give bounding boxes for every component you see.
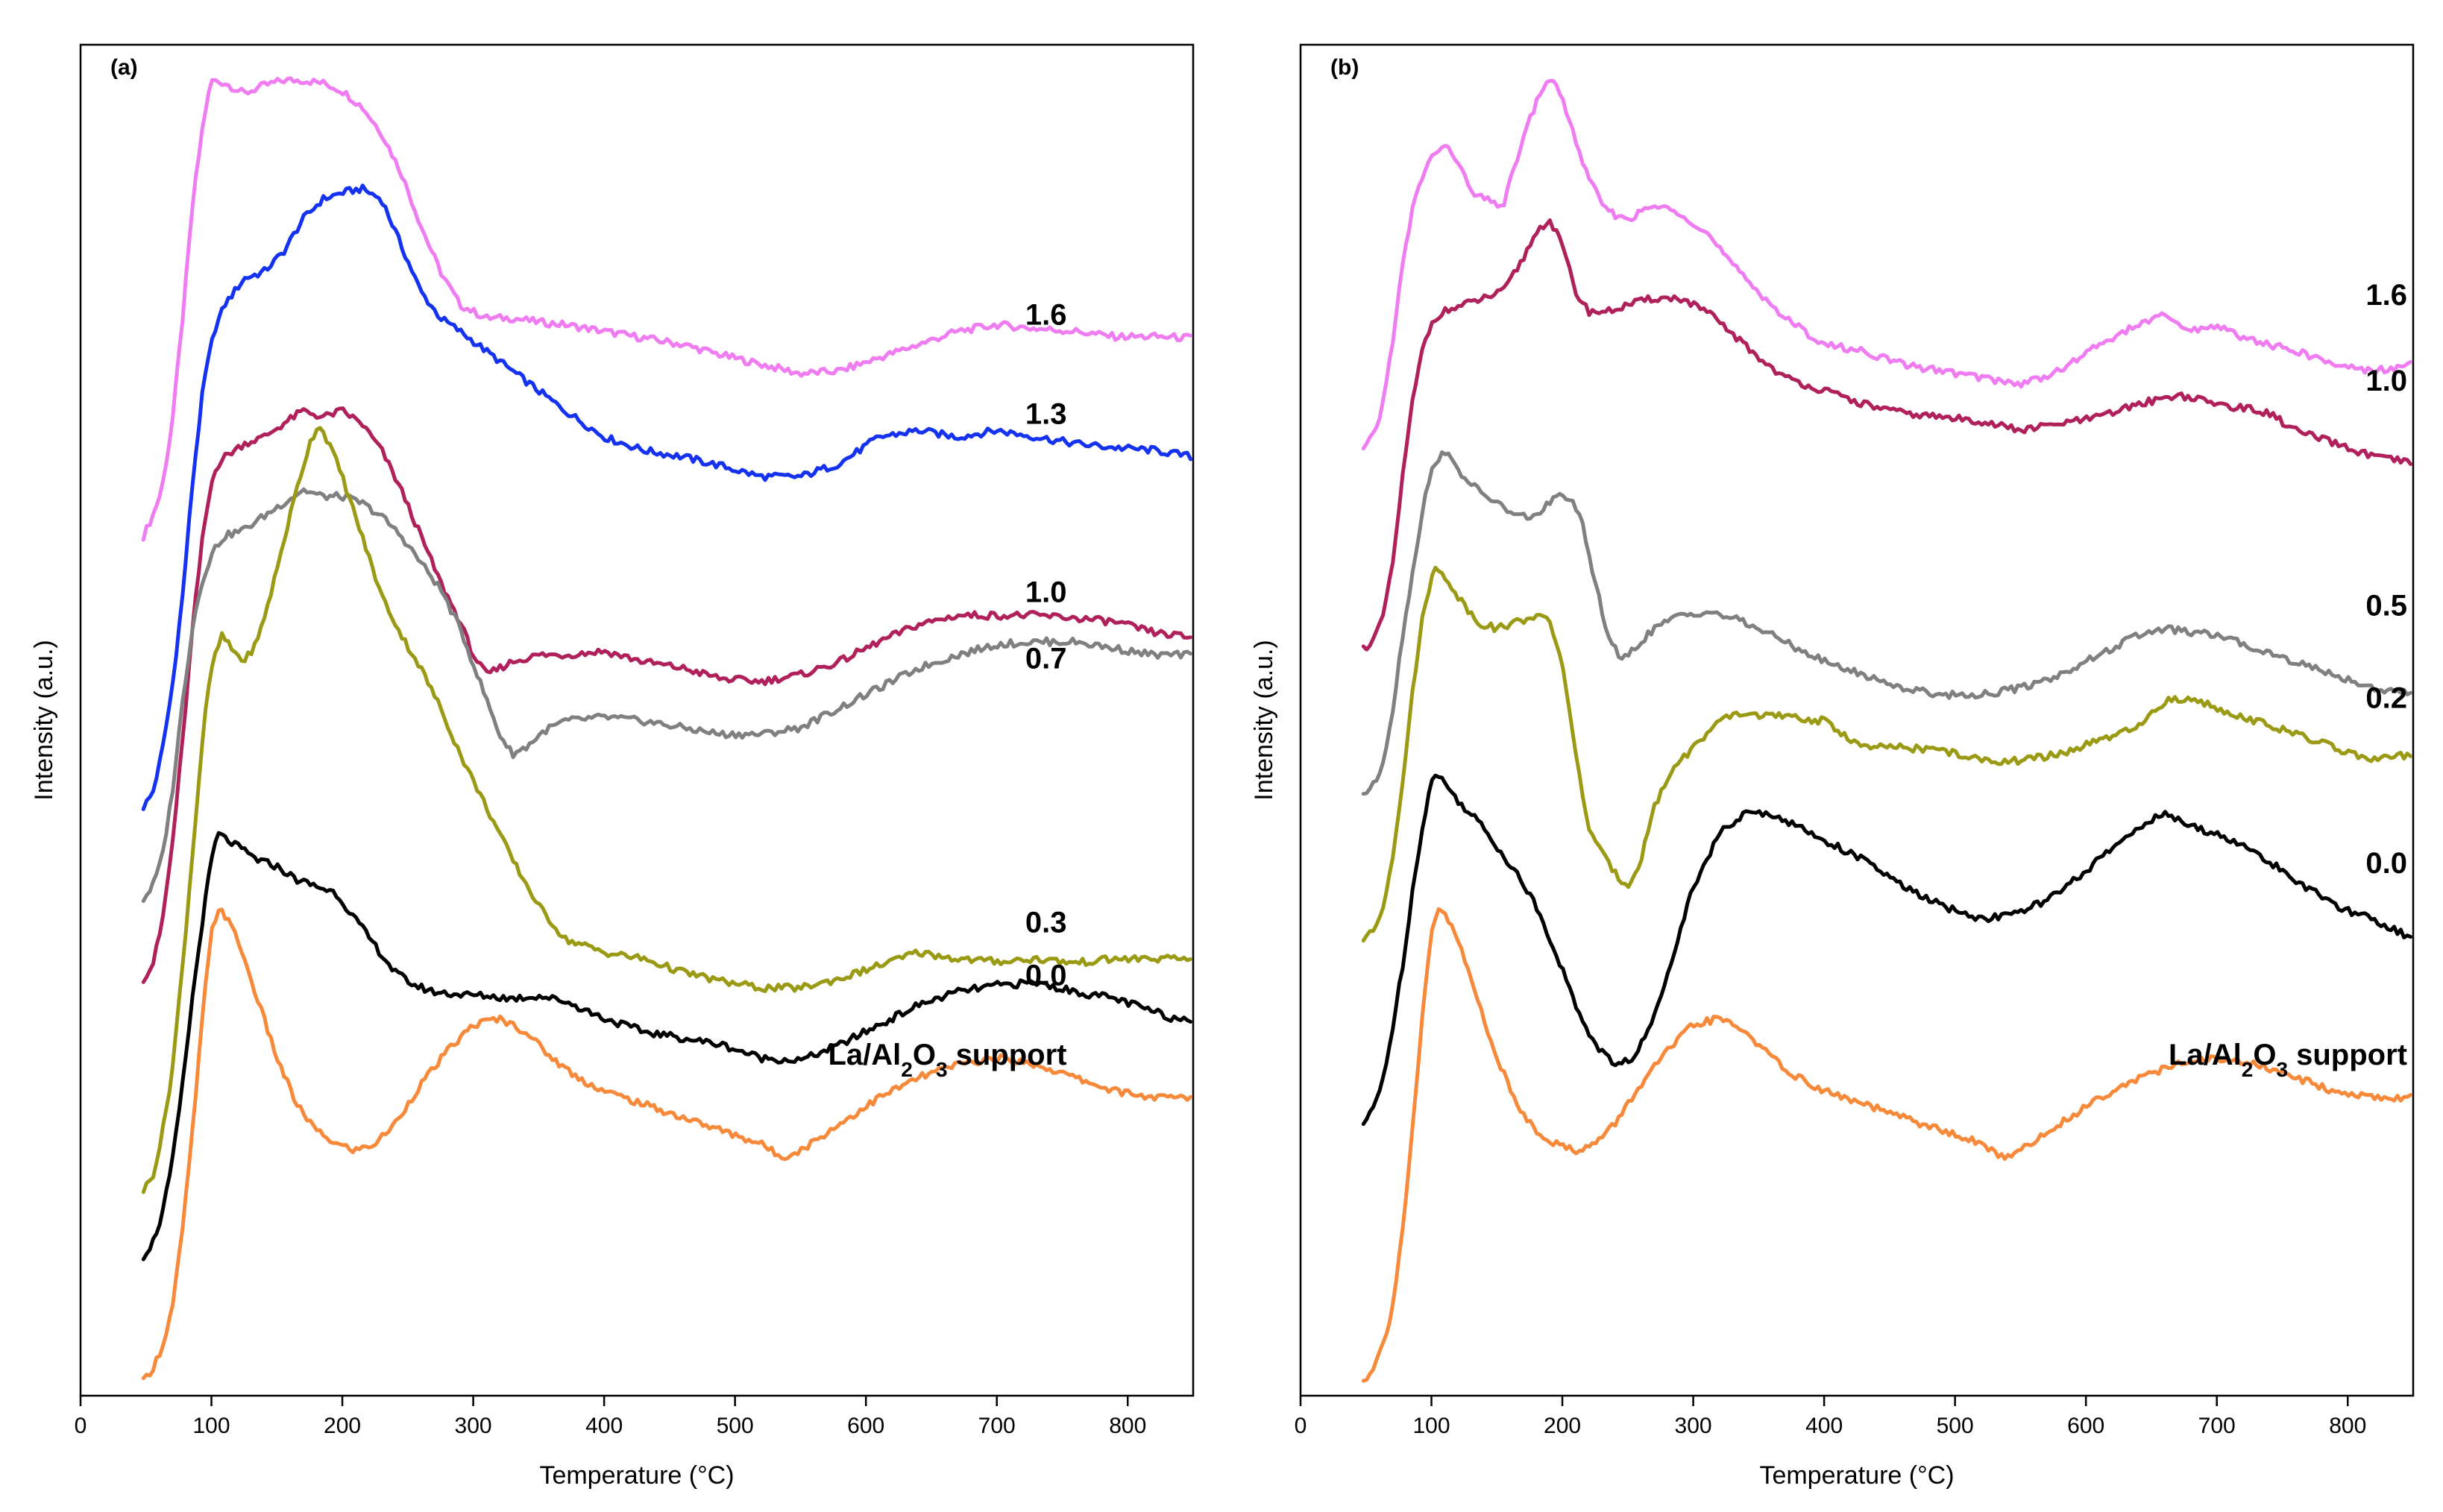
panel-a-x-tick-label: 700	[978, 1414, 1016, 1438]
series-line-a16	[141, 76, 1192, 542]
series-line-b05	[1361, 450, 2412, 796]
series-label-a07: 0.7	[1025, 642, 1067, 675]
panel-b-x-tick-label: 100	[1412, 1414, 1450, 1438]
series-line-a10	[141, 406, 1192, 984]
series-label-a10: 1.0	[1025, 576, 1067, 609]
series-label-b05: 0.5	[2365, 589, 2407, 622]
panel-b-x-tick-label: 400	[1805, 1414, 1843, 1438]
panel-a-y-axis-title: Intensity (a.u.)	[30, 640, 58, 800]
series-line-a00	[141, 831, 1192, 1261]
panel-b-curves	[1361, 78, 2412, 1383]
series-line-b00	[1361, 773, 2412, 1127]
series-line-bsup	[1361, 907, 2412, 1383]
panel-b-x-ticks: 0 100 200 300 400 500 600 700 800	[1295, 1396, 2366, 1438]
panel-a-x-tick-label: 800	[1109, 1414, 1146, 1438]
panel-a-x-axis-title: Temperature (°C)	[539, 1461, 734, 1490]
series-line-b02	[1361, 565, 2412, 943]
panel-a-x-tick-label: 500	[717, 1414, 754, 1438]
panel-a-curves	[141, 76, 1192, 1380]
panel-a-x-tick-label: 0	[75, 1414, 87, 1438]
series-label-a13: 1.3	[1025, 397, 1067, 430]
panel-b-y-axis-title: Intensity (a.u.)	[1250, 640, 1278, 800]
series-line-asup	[141, 907, 1192, 1380]
series-label-bsup: La/Al2O3 support	[2169, 1039, 2407, 1081]
series-label-a16: 1.6	[1025, 299, 1067, 332]
panel-b-x-tick-label: 300	[1675, 1414, 1712, 1438]
panel-a-x-tick-label: 300	[455, 1414, 492, 1438]
panel-b-x-tick-label: 600	[2067, 1414, 2104, 1438]
panel-a-x-ticks: 0 100 200 300 400 500 600 700 800	[75, 1396, 1146, 1438]
panel-b-x-tick-label: 800	[2329, 1414, 2366, 1438]
panel-a-x-tick-label: 100	[192, 1414, 230, 1438]
panel-a-x-tick-label: 200	[324, 1414, 361, 1438]
panel-a-frame	[79, 43, 1195, 1397]
panel-b-frame	[1299, 43, 2415, 1397]
panel-a-x-tick-label: 400	[585, 1414, 623, 1438]
series-line-a07	[141, 487, 1192, 904]
series-line-b10	[1361, 218, 2412, 652]
series-label-a00: 0.0	[1025, 960, 1067, 992]
panel-b-series-labels: 1.6 1.0 0.5 0.2 0.0 La/Al2O3 support	[2169, 279, 2407, 1080]
panel-b-x-tick-label: 700	[2198, 1414, 2236, 1438]
panel-b-x-axis-title: Temperature (°C)	[1759, 1461, 1954, 1490]
series-label-b00: 0.0	[2365, 847, 2407, 880]
series-label-asup: La/Al2O3 support	[828, 1039, 1066, 1081]
series-label-b16: 1.6	[2365, 279, 2407, 312]
series-label-b10: 1.0	[2365, 365, 2407, 397]
panel-b: (b) 0 100 200 300 400 500 600 700 800 1.6 1.0 0.5 0…	[1250, 43, 2415, 1490]
series-line-b16	[1361, 78, 2412, 451]
series-line-a03	[141, 426, 1192, 1194]
panel-b-x-tick-label: 200	[1544, 1414, 1581, 1438]
panel-a-series-labels: 1.6 1.3 1.0 0.7 0.3 0.0 La/Al2O3 support	[828, 299, 1066, 1081]
panel-b-label: (b)	[1330, 55, 1359, 80]
panel-a-label: (a)	[110, 55, 138, 80]
panel-a-x-tick-label: 600	[847, 1414, 884, 1438]
panel-a: (a) 0 100 200 300 400 500 600 700 800 1.6 1.3 1.0 0…	[30, 43, 1195, 1490]
series-label-a03: 0.3	[1025, 907, 1067, 939]
panel-b-x-tick-label: 500	[1937, 1414, 1974, 1438]
series-label-b02: 0.2	[2365, 681, 2407, 714]
panel-b-x-tick-label: 0	[1295, 1414, 1307, 1438]
series-line-a13	[141, 183, 1192, 811]
